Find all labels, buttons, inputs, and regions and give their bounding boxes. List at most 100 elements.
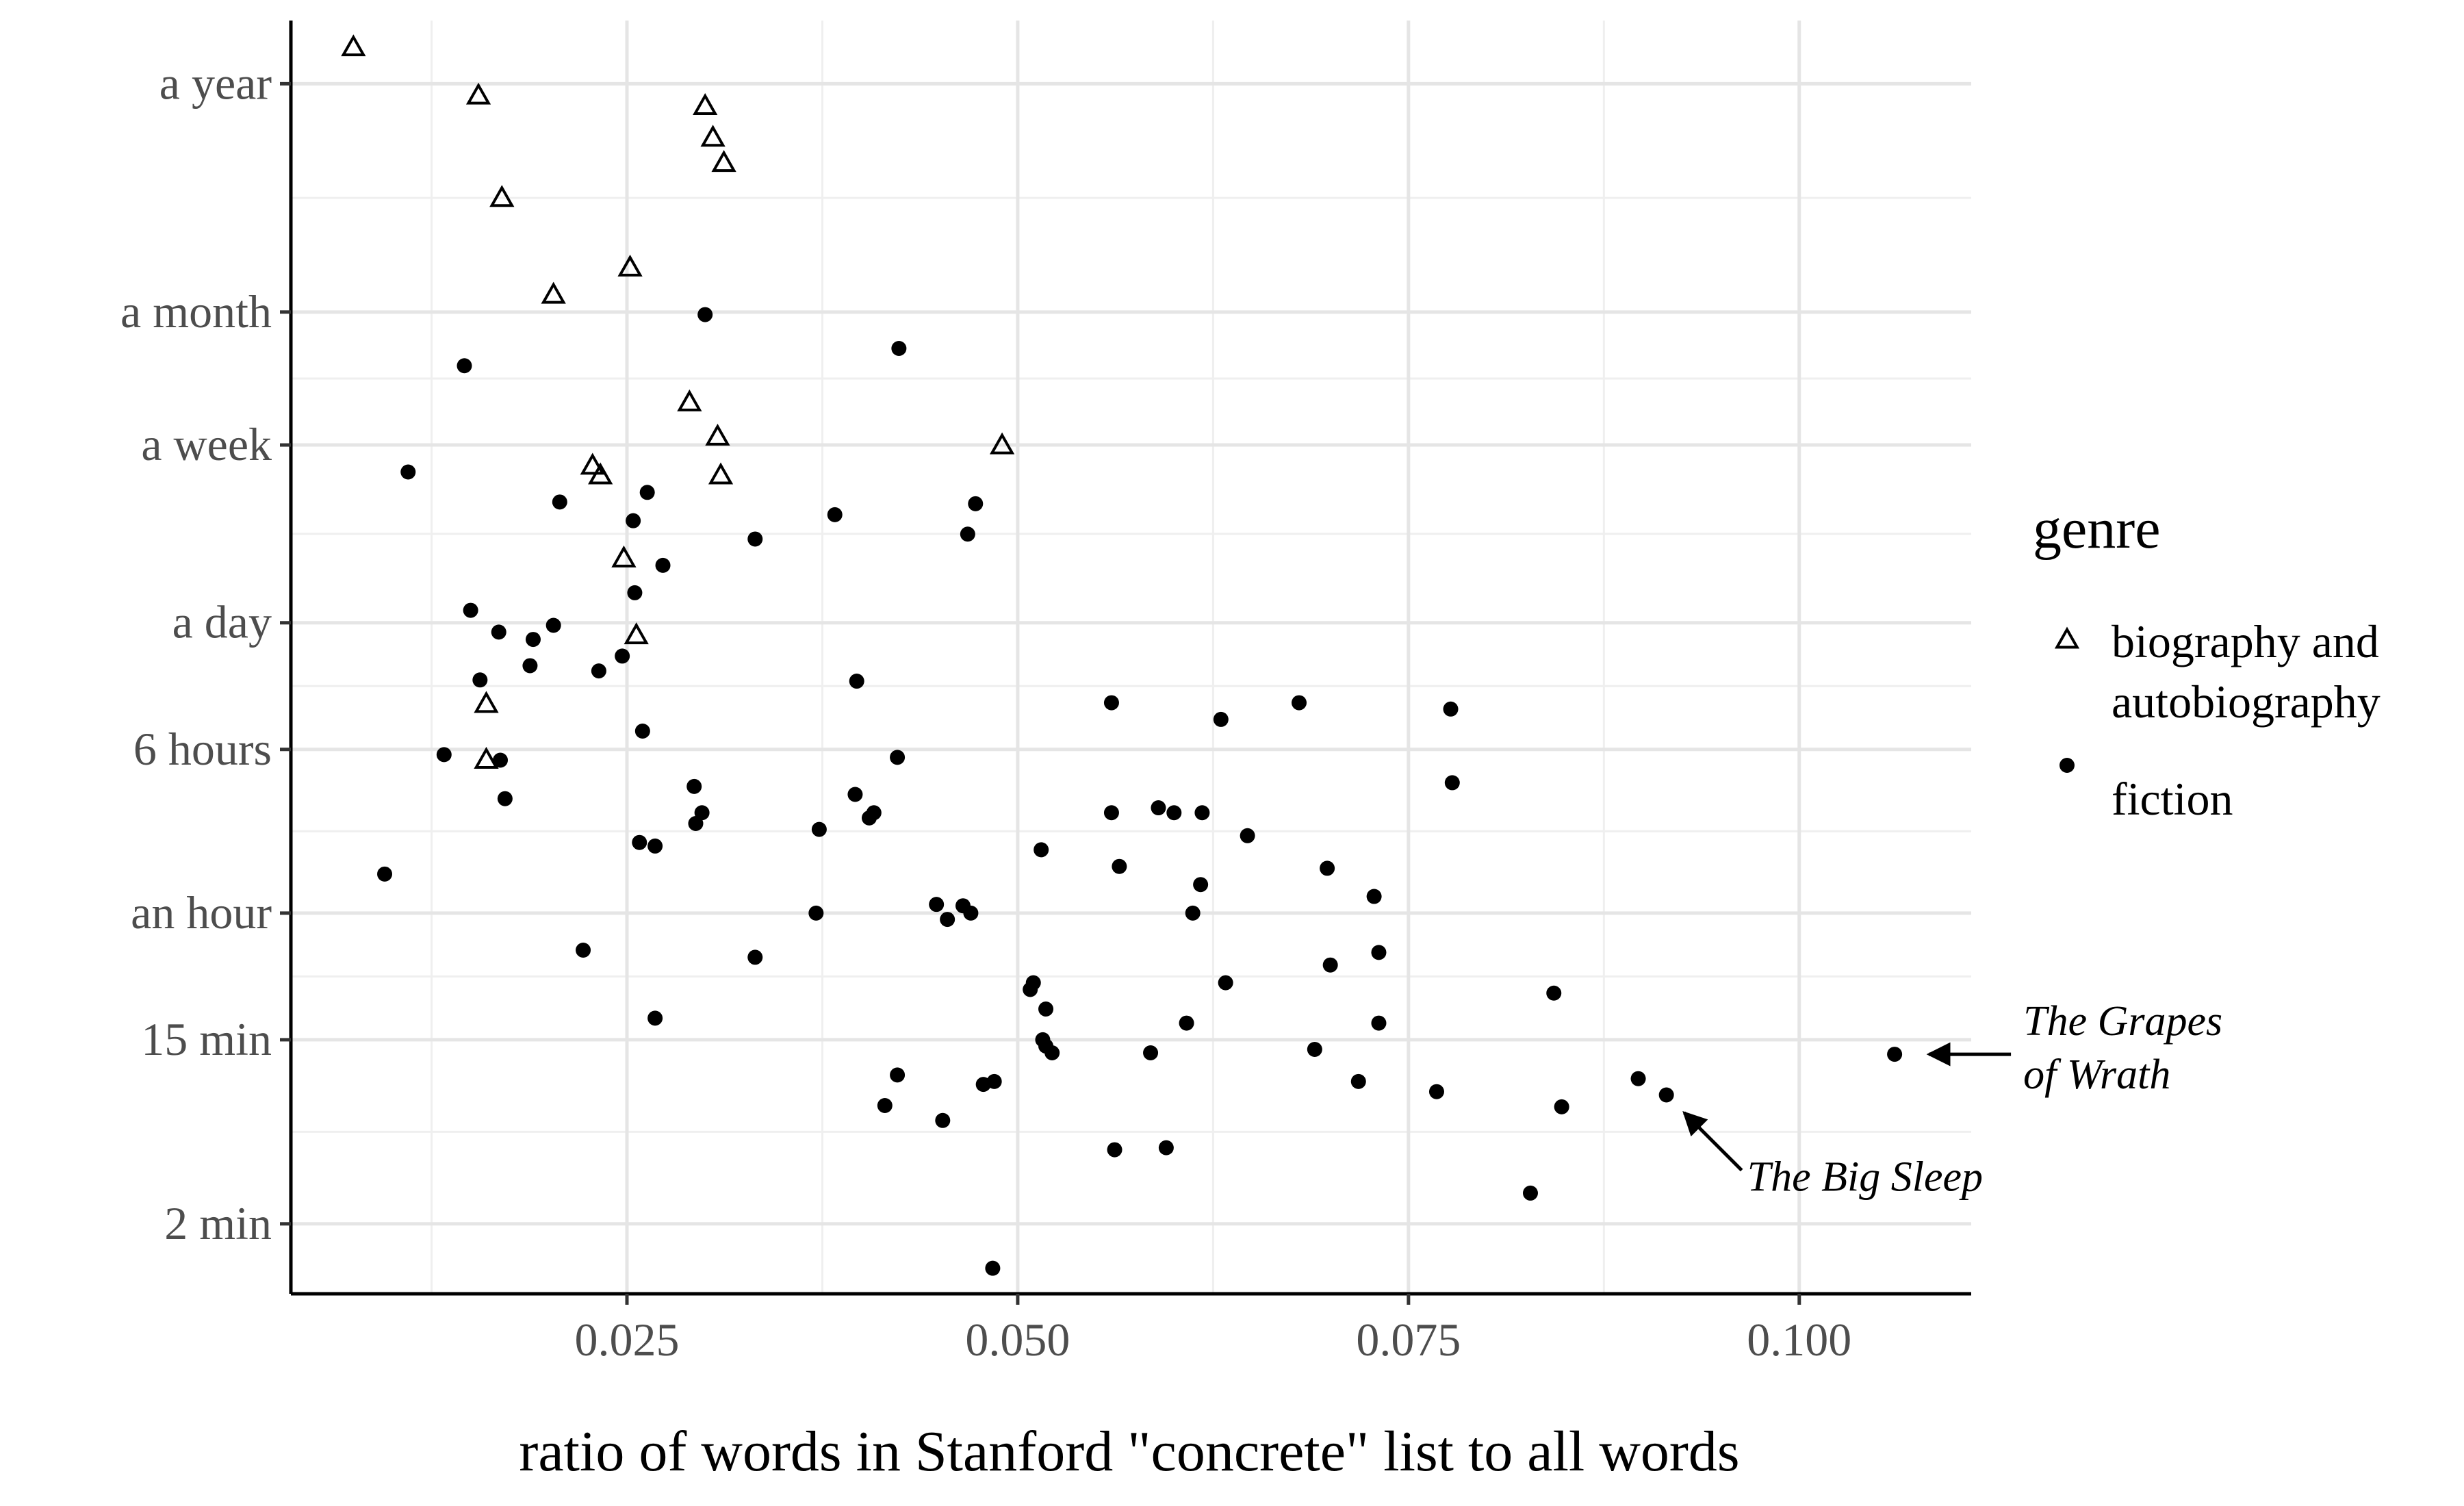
fiction-point [747,531,763,547]
y-tick-label: a year [159,57,272,109]
fiction-point [935,1112,951,1128]
fiction-point [1194,805,1210,821]
biography-point [693,93,718,116]
fiction-point [632,834,647,850]
y-tick-label: 2 min [164,1197,272,1249]
fiction-point [1218,975,1233,991]
fiction-point [1179,1015,1194,1031]
biography-point [611,545,637,567]
fiction-point [1366,889,1382,904]
fiction-point [1546,985,1562,1001]
fiction-point [697,307,713,322]
x-tick-label: 0.050 [965,1314,1070,1366]
y-tick-label: 15 min [141,1013,272,1065]
fiction-point [1443,701,1459,717]
fiction-point [847,787,863,802]
plot-panel: The Grapes of Wrath The Big Sleep [291,21,2222,1294]
axes: 0.025 0.050 0.075 0.100 2 min 15 min an hour 6… [120,21,1971,1366]
fiction-point [377,866,393,882]
fiction-point [1371,945,1387,960]
legend-label-biography: autobiography [2112,676,2380,728]
fiction-point [1428,1084,1444,1099]
fiction-point [1151,800,1166,816]
fiction-point [493,752,509,768]
fiction-point [634,723,650,739]
fiction-point [1185,905,1201,921]
fiction-point [1034,842,1049,858]
legend-key-biography [2054,626,2080,649]
legend-label-biography: biography and [2112,615,2379,667]
fiction-point [811,821,827,837]
fiction-point [688,815,704,831]
fiction-point [436,747,452,763]
fiction-point [1103,805,1119,821]
biography-point [474,691,499,713]
biography-point [624,622,649,645]
fiction-point [808,905,824,921]
annotations: The Grapes of Wrath The Big Sleep [1682,998,2222,1200]
y-tick-label: a week [141,418,272,470]
annotation-arrow-big-sleep [1682,1111,1743,1172]
fiction-point [647,838,663,854]
fiction-point [497,791,513,806]
fiction-point [1107,1142,1122,1158]
biography-point [341,34,366,57]
fiction-point [686,778,702,794]
fiction-point [968,496,984,511]
fiction-point [827,507,843,522]
fiction-point [940,912,955,928]
biography-point [700,125,726,147]
fiction-point [1320,860,1335,876]
fiction-point [655,557,671,573]
grid-lines [291,21,1971,1294]
fiction-point [591,663,606,679]
annotation-big-sleep: The Big Sleep [1747,1153,1983,1200]
fiction-point [1444,775,1460,791]
fiction-point [1307,1041,1322,1057]
x-axis-title: ratio of words in Stanford "concrete" li… [519,1420,1739,1483]
fiction-point [985,1260,1001,1276]
fiction-point [1554,1099,1569,1114]
legend-label-fiction: fiction [2112,773,2233,825]
fiction-point [986,1073,1002,1089]
fiction-point [890,1067,906,1083]
fiction-point [576,943,591,958]
fiction-point [647,1010,663,1026]
fiction-point [1371,1015,1387,1031]
legend: genre biography and autobiography fiction [2033,497,2380,825]
fiction-point [1023,982,1038,997]
y-tick-label: a month [120,285,272,337]
fiction-point [1166,805,1182,821]
fiction-point [960,526,975,542]
fiction-point [1143,1045,1159,1060]
fiction-point [1658,1087,1674,1103]
x-tick-label: 0.075 [1356,1314,1461,1366]
fiction-point [546,617,561,633]
fiction-point [491,624,506,640]
fiction-point [552,494,567,510]
fiction-point [1038,1001,1054,1017]
fiction-point [1630,1071,1646,1086]
fiction-point [747,949,763,965]
fiction-point [639,485,655,500]
annotation-grapes-of-wrath: The Grapes [2023,998,2222,1045]
biography-point [708,462,734,485]
fiction-point [457,358,472,374]
fiction-point [877,1098,893,1114]
biography-point [580,452,605,475]
fiction-point [627,585,643,600]
fiction-point [400,464,416,480]
fiction-point [861,810,877,826]
legend-entries: biography and autobiography fiction [2054,615,2380,825]
fiction-point [1292,695,1307,711]
biography-point [474,747,499,769]
legend-title: genre [2033,497,2161,561]
fiction-point [963,905,979,921]
fiction-point [525,632,541,648]
fiction-point [522,658,538,674]
biography-point [541,281,566,304]
x-tick-label: 0.100 [1747,1314,1851,1366]
fiction-point [615,648,630,664]
fiction-point [463,602,478,618]
